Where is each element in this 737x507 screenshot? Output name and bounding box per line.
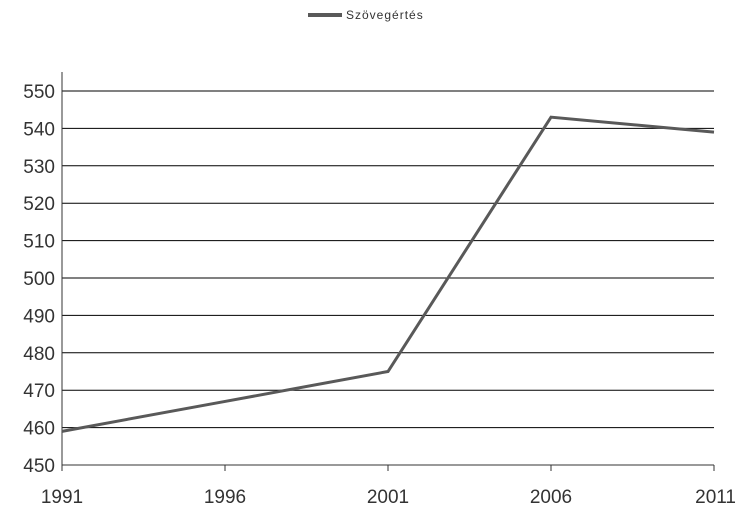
y-tick-label: 470	[23, 381, 55, 402]
series-line	[61, 115, 715, 433]
y-tick-label: 530	[23, 157, 55, 178]
y-tick-label: 540	[23, 119, 55, 140]
x-tick-label: 2011	[695, 487, 736, 507]
y-tick-label: 490	[23, 306, 55, 327]
x-tick-label: 2001	[367, 487, 409, 507]
x-tick-label: 2006	[530, 487, 572, 507]
legend: Szövegértés	[308, 8, 424, 22]
x-tick-label: 1996	[204, 487, 246, 507]
y-tick-label: 450	[23, 456, 55, 477]
y-tick-label: 520	[23, 194, 55, 215]
series-layer	[61, 115, 715, 433]
y-axis-ticks: 450 460 470 480 490 500 510 520 530 540 550	[23, 82, 55, 477]
axes	[61, 72, 714, 466]
y-tick-label: 550	[23, 82, 55, 103]
x-tick-label: 1991	[41, 487, 83, 507]
x-axis-ticks: 1991 1996 2001 2006 2011	[41, 465, 736, 507]
y-tick-label: 480	[23, 344, 55, 365]
y-tick-label: 460	[23, 419, 55, 440]
y-tick-label: 500	[23, 269, 55, 290]
gridlines	[62, 90, 714, 429]
legend-label: Szövegértés	[346, 8, 424, 22]
y-tick-label: 510	[23, 232, 55, 253]
